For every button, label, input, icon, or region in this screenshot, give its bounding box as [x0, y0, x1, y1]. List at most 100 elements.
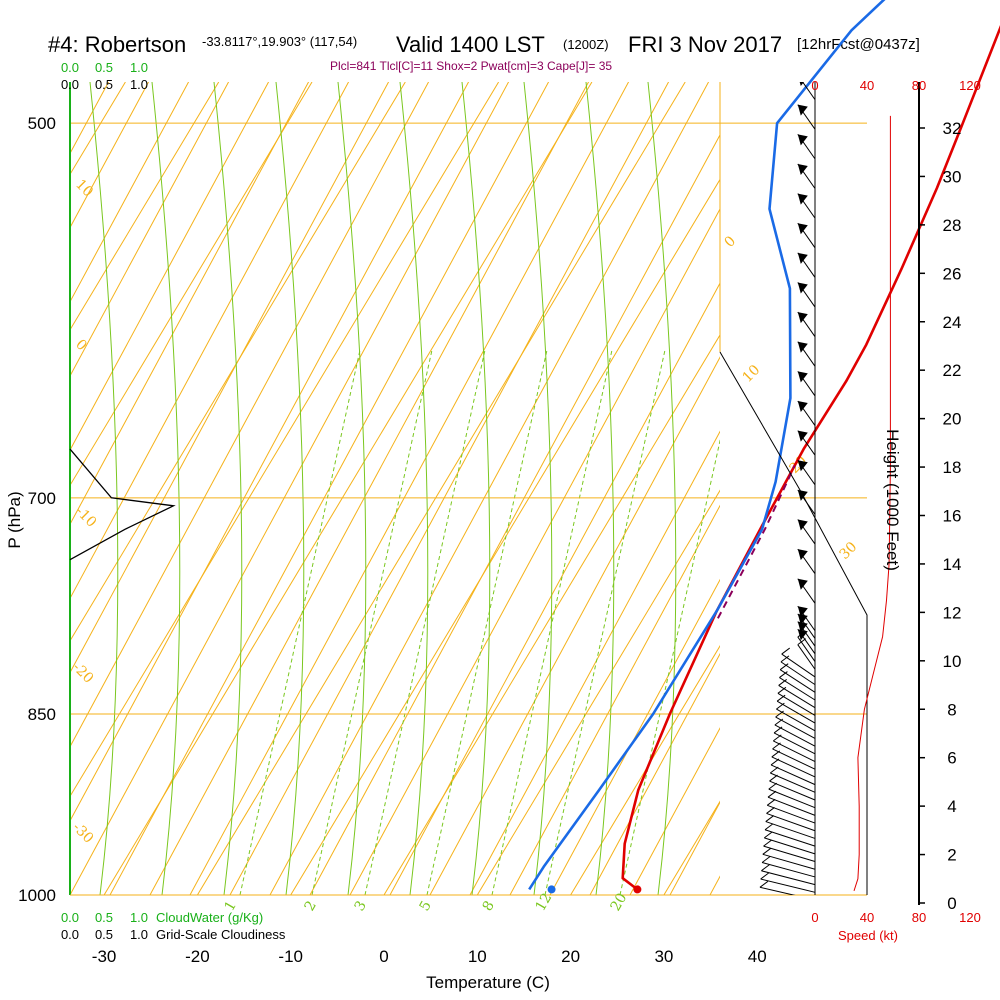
- sounding-series: [69, 0, 1000, 894]
- wind-barb-feather: [780, 655, 790, 663]
- wind-barb-feather: [779, 663, 789, 671]
- height-tick-label: 10: [943, 652, 962, 671]
- wind-barb-shaft: [764, 837, 816, 855]
- forecast-info: [12hrFcst@0437z]: [797, 36, 920, 53]
- height-tick-label: 32: [943, 119, 962, 138]
- wind-barb-feather: [766, 807, 775, 814]
- mixing-ratio-line: [491, 349, 613, 895]
- wind-barb: [797, 134, 816, 160]
- wind-barb-shaft: [765, 821, 816, 839]
- wind-barb: [797, 489, 816, 515]
- mixing-ratio-line: [239, 349, 361, 895]
- dry-adiabat-line: [149, 82, 590, 895]
- wind-barb-shaft: [775, 716, 816, 739]
- wind-barb-pennant: [797, 134, 808, 146]
- wind-barb-pennant: [797, 223, 808, 235]
- moist-adiabat-line: [151, 82, 181, 895]
- isotherm-line: [70, 82, 220, 331]
- wind-barb: [775, 710, 816, 739]
- wind-barb-pennant: [797, 489, 808, 501]
- wind-barb-pennant: [797, 371, 808, 383]
- cloudiness-line-lower: [69, 448, 176, 561]
- speed-tick-top: 120: [959, 78, 981, 93]
- pressure-tick-label: 500: [28, 114, 56, 133]
- cloudwater-tick-top: 1.0: [130, 60, 148, 75]
- parcel-line: [717, 465, 796, 619]
- wind-barb-shaft: [767, 796, 816, 816]
- wind-barb: [770, 758, 816, 786]
- wind-barb-shaft: [773, 740, 816, 762]
- wind-barb-shaft: [781, 653, 816, 678]
- wind-barb-feather: [769, 774, 778, 782]
- wind-barb-pennant: [797, 252, 808, 264]
- wind-barb-feather: [776, 702, 785, 710]
- wind-barb-feather: [777, 686, 787, 694]
- cloudiness-tick-bottom: 0.0: [61, 927, 79, 942]
- wind-barb-pennant: [797, 282, 808, 294]
- speed-tick-top: 80: [912, 78, 926, 93]
- temperature-tick-label: 0: [379, 947, 388, 966]
- temperature-tick-label: 20: [561, 947, 580, 966]
- wind-barb: [773, 734, 816, 762]
- speed-tick-top: 40: [860, 78, 874, 93]
- mixing-ratio-line: [619, 438, 720, 895]
- wind-barb-feather: [766, 798, 776, 806]
- wind-barb-shaft: [777, 692, 816, 716]
- wind-barb: [779, 671, 816, 701]
- pressure-tick-label: 850: [28, 705, 56, 724]
- wind-barb-feather: [776, 694, 786, 702]
- cloudwater-tick-top: 0.5: [95, 60, 113, 75]
- wind-barb: [797, 519, 816, 545]
- isotherm-line: [196, 82, 686, 895]
- wind-barb: [767, 790, 816, 816]
- valid-date: FRI 3 Nov 2017: [628, 32, 782, 57]
- cloudiness-tick-top: 0.0: [61, 77, 79, 92]
- x-axis-title: Temperature (C): [426, 973, 550, 992]
- wind-barb-pennant: [797, 430, 808, 442]
- wind-barb: [773, 726, 816, 755]
- wind-barb-feather: [797, 638, 807, 646]
- isotherm-line: [290, 178, 720, 895]
- cloudiness-tick-bottom: 1.0: [130, 927, 148, 942]
- wind-barb: [776, 694, 816, 724]
- wind-barb: [797, 630, 816, 662]
- wind-barb-shaft: [770, 772, 816, 793]
- wind-barbs: [759, 82, 816, 895]
- wind-barb-feather: [763, 839, 772, 847]
- height-tick-label: 30: [943, 167, 962, 186]
- height-tick-label: 20: [943, 410, 962, 429]
- wind-barb-shaft: [759, 886, 796, 895]
- wind-barb-feather: [765, 815, 775, 822]
- wind-barb-feather: [762, 847, 772, 855]
- moist-adiabat-line: [461, 82, 491, 895]
- wind-barb-feather: [761, 864, 770, 872]
- wind-barb-feather: [769, 766, 779, 774]
- cloudwater-tick-bottom: 1.0: [130, 910, 148, 925]
- wind-barb-shaft: [761, 870, 816, 886]
- wind-barb-shaft: [761, 862, 816, 878]
- height-tick-label: 26: [943, 264, 962, 283]
- pressure-tick-label: 1000: [18, 886, 56, 905]
- wind-barb-pennant: [797, 519, 808, 531]
- temperature-tick-label: 10: [468, 947, 487, 966]
- wind-barb-shaft: [797, 636, 816, 662]
- wind-barb: [776, 702, 816, 732]
- dry-adiabat-line: [549, 578, 720, 895]
- dry-adiabat-line: [70, 82, 470, 822]
- wind-barb: [762, 847, 816, 870]
- wind-barb-shaft: [780, 661, 816, 686]
- wind-barb: [797, 311, 816, 337]
- wind-barb-shaft: [769, 780, 816, 801]
- isotherm-line: [476, 489, 720, 895]
- wind-barb-feather: [778, 679, 787, 686]
- surface-dewpoint-dot: [547, 885, 556, 894]
- temperature-line: [621, 24, 1000, 891]
- temperature-tick-label: 30: [654, 947, 673, 966]
- wind-barb: [765, 815, 816, 839]
- wind-barb: [797, 628, 816, 655]
- mixing-ratio-line: [426, 349, 548, 895]
- dry-adiabat-line: [229, 82, 670, 895]
- wind-barb-pennant: [797, 460, 808, 472]
- wind-barb: [797, 341, 816, 367]
